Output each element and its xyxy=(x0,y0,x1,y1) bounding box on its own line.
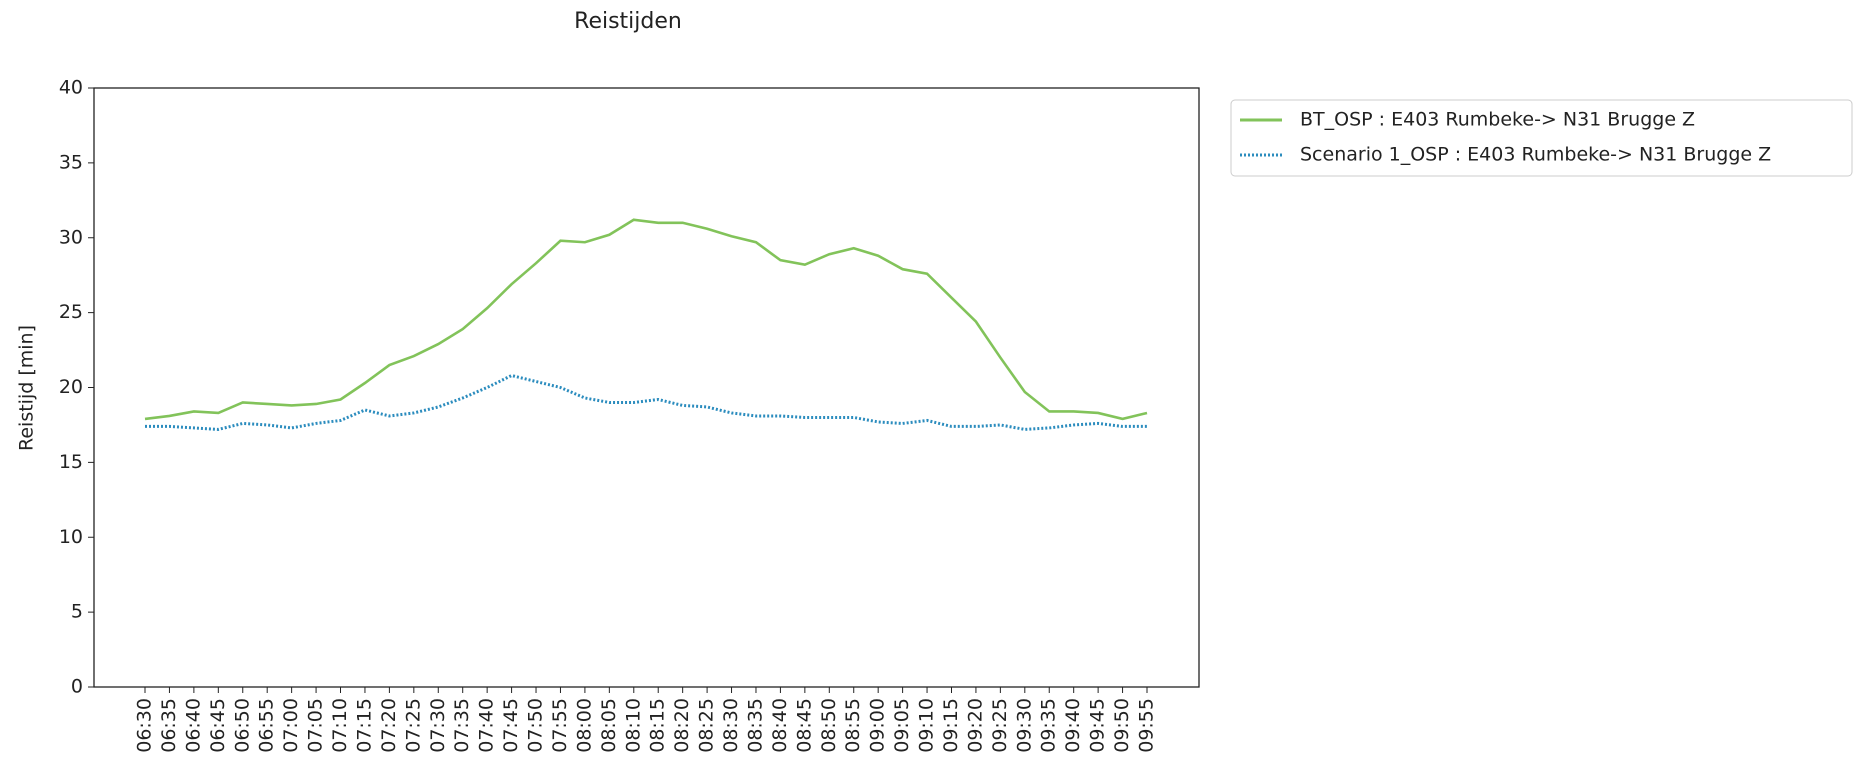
x-tick-label: 08:55 xyxy=(842,698,864,753)
x-tick-label: 07:05 xyxy=(305,698,327,753)
x-tick-label: 09:25 xyxy=(989,698,1011,753)
x-tick-label: 08:35 xyxy=(744,698,766,753)
y-axis-label: Reistijd [min] xyxy=(16,325,38,451)
y-tick-label: 20 xyxy=(59,376,83,398)
x-tick-label: 06:45 xyxy=(207,698,229,753)
legend-box xyxy=(1230,99,1853,177)
x-tick-label: 08:30 xyxy=(720,698,742,753)
x-tick-label: 07:15 xyxy=(353,698,375,753)
x-tick-label: 09:35 xyxy=(1038,698,1060,753)
x-tick-label: 09:05 xyxy=(891,698,913,753)
line-series xyxy=(144,218,1148,421)
y-tick-label: 40 xyxy=(59,77,83,99)
y-tick-label: 15 xyxy=(59,451,83,473)
line-series xyxy=(145,373,1147,431)
x-tick-label: 07:00 xyxy=(280,698,302,753)
x-tick-label: 07:25 xyxy=(402,698,424,753)
y-tick-label: 10 xyxy=(59,526,83,548)
x-tick-label: 06:40 xyxy=(182,698,204,753)
x-tick-label: 08:40 xyxy=(769,698,791,753)
x-tick-label: 08:20 xyxy=(671,698,693,753)
legend-label: Scenario 1_OSP : E403 Rumbeke-> N31 Brug… xyxy=(1300,144,1771,166)
x-tick-label: 09:45 xyxy=(1087,698,1109,753)
x-tick-label: 07:30 xyxy=(427,698,449,753)
x-tick-label: 07:45 xyxy=(500,698,522,753)
x-tick-label: 08:45 xyxy=(793,698,815,753)
x-tick-label: 09:15 xyxy=(940,698,962,753)
x-tick-label: 06:55 xyxy=(256,698,278,753)
legend-label: BT_OSP : E403 Rumbeke-> N31 Brugge Z xyxy=(1300,109,1695,131)
x-tick-label: 09:30 xyxy=(1013,698,1035,753)
x-tick-label: 08:15 xyxy=(647,698,669,753)
x-tick-label: 08:50 xyxy=(818,698,840,753)
x-tick-label: 08:00 xyxy=(573,698,595,753)
x-tick-label: 09:20 xyxy=(964,698,986,753)
x-tick-label: 09:55 xyxy=(1136,698,1158,753)
x-tick-label: 07:40 xyxy=(476,698,498,753)
y-tick-label: 35 xyxy=(59,151,83,173)
x-tick-label: 06:35 xyxy=(158,698,180,753)
y-tick-label: 0 xyxy=(71,676,83,698)
chart-title: Reistijden xyxy=(574,9,682,34)
x-tick-label: 07:10 xyxy=(329,698,351,753)
x-tick-label: 09:10 xyxy=(916,698,938,753)
x-tick-label: 07:20 xyxy=(378,698,400,753)
x-tick-label: 06:50 xyxy=(231,698,253,753)
x-tick-label: 07:50 xyxy=(525,698,547,753)
x-tick-label: 08:10 xyxy=(622,698,644,753)
x-tick-label: 09:40 xyxy=(1062,698,1084,753)
y-tick-label: 30 xyxy=(59,226,83,248)
x-tick-label: 08:05 xyxy=(598,698,620,753)
x-tick-label: 09:50 xyxy=(1111,698,1133,753)
x-tick-label: 07:55 xyxy=(549,698,571,753)
x-tick-label: 09:00 xyxy=(867,698,889,753)
x-tick-label: 07:35 xyxy=(451,698,473,753)
y-tick-label: 5 xyxy=(71,601,83,623)
y-tick-label: 25 xyxy=(59,301,83,323)
plot-frame xyxy=(93,87,1200,688)
x-tick-label: 06:30 xyxy=(134,698,156,753)
x-tick-label: 08:25 xyxy=(696,698,718,753)
